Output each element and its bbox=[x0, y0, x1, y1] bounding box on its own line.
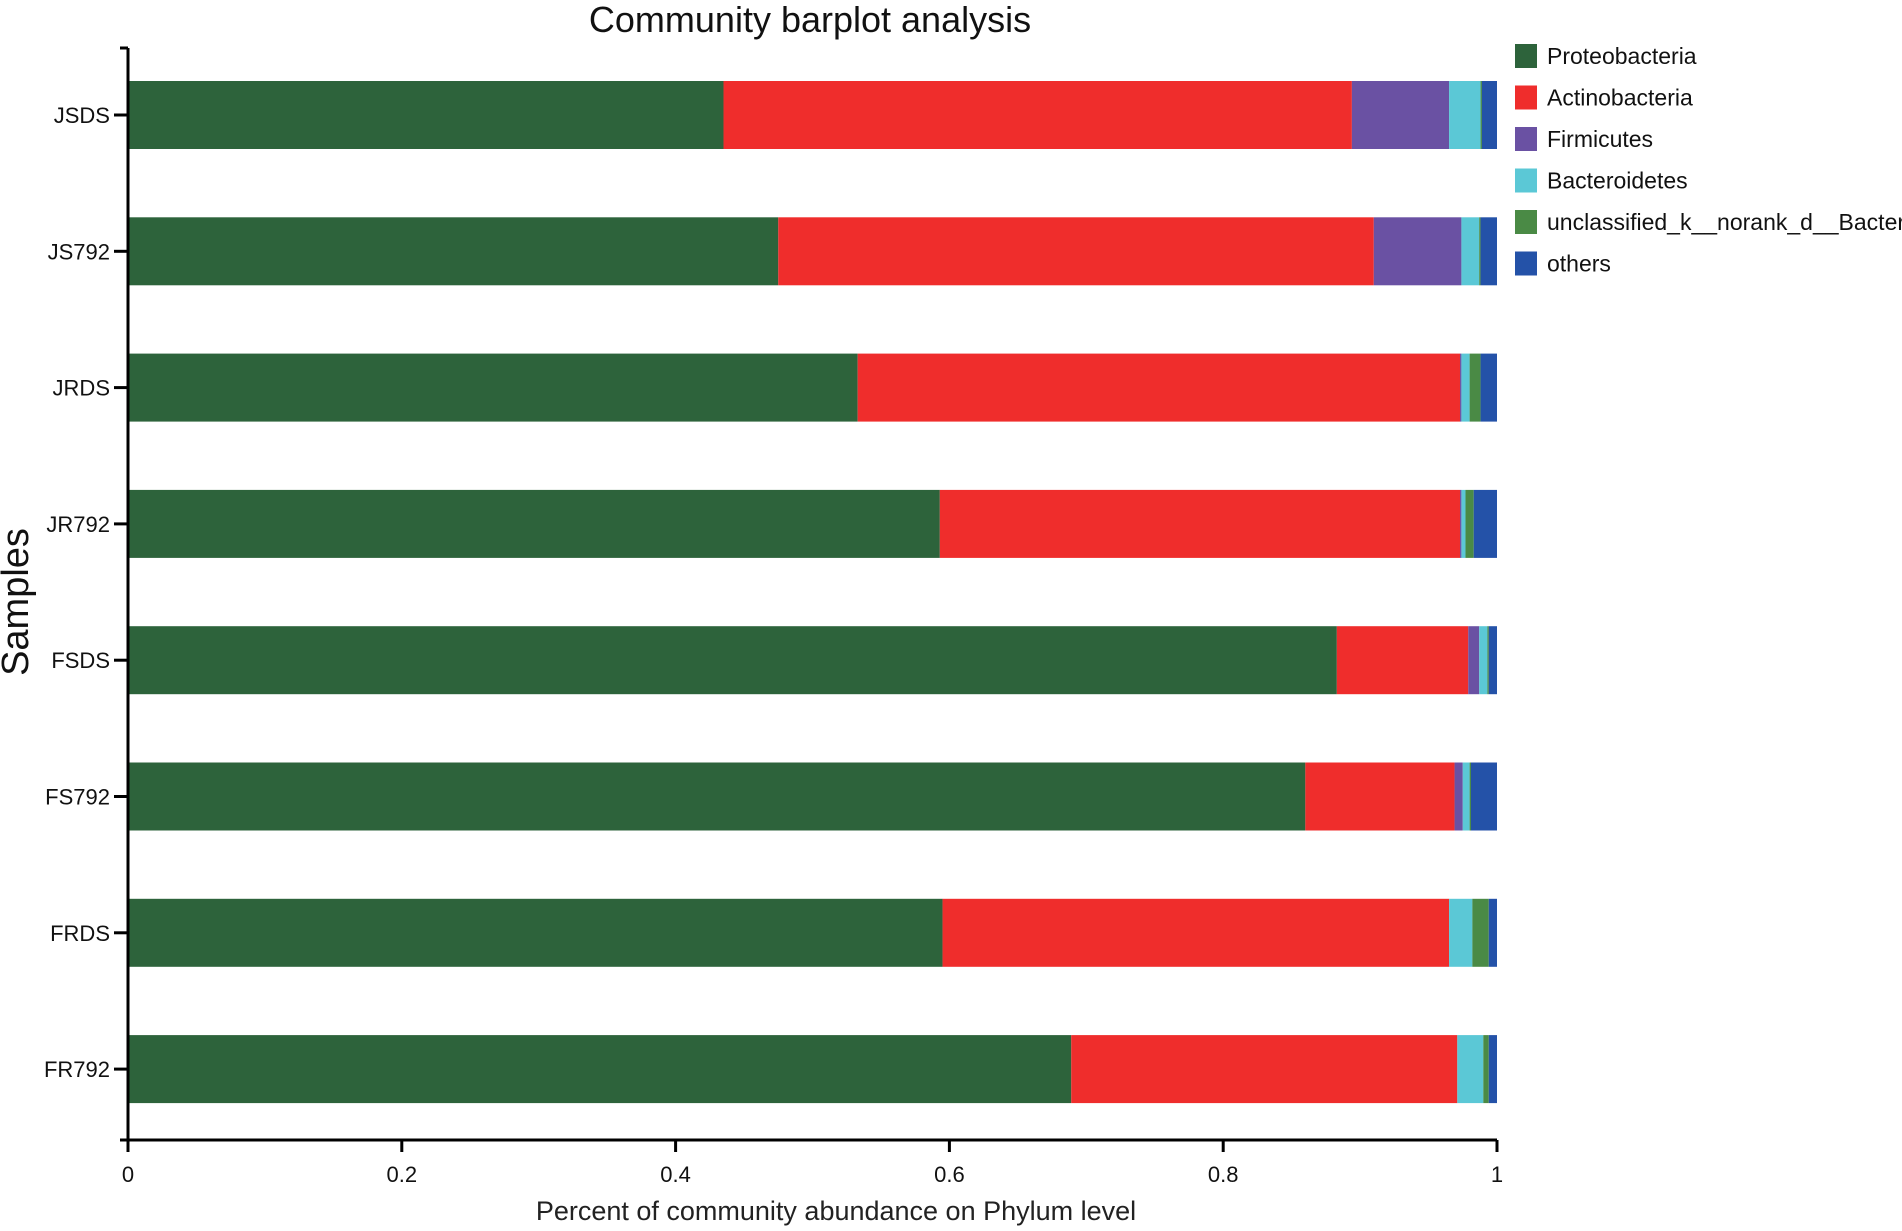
y-tick-label: FR792 bbox=[44, 1057, 110, 1082]
y-axis-label: Samples bbox=[0, 528, 37, 676]
bar-FS792-Proteobacteria bbox=[128, 762, 1306, 831]
bar-FRDS-Proteobacteria bbox=[128, 898, 943, 967]
legend-label: Firmicutes bbox=[1547, 126, 1653, 152]
bar-FRDS-Bacteroidetes bbox=[1449, 898, 1473, 967]
bar-JS792-Firmicutes bbox=[1373, 217, 1462, 286]
bar-FSDS-unclassified_k__norank_d__Bacteria bbox=[1487, 626, 1489, 695]
bar-JR792-unclassified_k__norank_d__Bacteria bbox=[1465, 489, 1474, 558]
y-axis: JSDS JS792 JRDS JR792 FSDS FS792 FRDS FR792 bbox=[44, 46, 130, 1142]
legend: Proteobacteria Actinobacteria Firmicutes Ba… bbox=[1515, 43, 1902, 277]
legend-label: Proteobacteria bbox=[1547, 43, 1697, 69]
x-axis-label: Percent of community abundance on Phylum… bbox=[536, 1196, 1136, 1226]
legend-swatch bbox=[1515, 44, 1537, 68]
x-tick-label: 0.2 bbox=[387, 1162, 418, 1187]
bar-JSDS-Actinobacteria bbox=[723, 81, 1352, 149]
y-tick-label: JSDS bbox=[54, 103, 110, 128]
bar-JR792-Actinobacteria bbox=[939, 489, 1461, 558]
bar-FRDS-others bbox=[1488, 898, 1497, 967]
bar-FSDS-Bacteroidetes bbox=[1479, 626, 1488, 695]
bar-JS792-Actinobacteria bbox=[778, 217, 1374, 286]
x-tick-label: 0.8 bbox=[1208, 1162, 1239, 1187]
bar-JRDS-Bacteroidetes bbox=[1461, 353, 1470, 422]
plot-area bbox=[128, 81, 1497, 1104]
bar-FR792-others bbox=[1488, 1035, 1497, 1104]
bar-JRDS-Actinobacteria bbox=[857, 353, 1461, 422]
bar-FSDS-Actinobacteria bbox=[1336, 626, 1469, 695]
x-tick-label: 0 bbox=[122, 1162, 134, 1187]
bar-FS792-others bbox=[1470, 762, 1497, 831]
bar-JSDS-unclassified_k__norank_d__Bacteria bbox=[1480, 81, 1482, 149]
bar-JR792-Proteobacteria bbox=[128, 489, 940, 558]
bar-JSDS-Proteobacteria bbox=[128, 81, 724, 149]
legend-swatch bbox=[1515, 210, 1537, 234]
legend-swatch bbox=[1515, 168, 1537, 193]
x-tick-label: 0.4 bbox=[660, 1162, 691, 1187]
bar-FSDS-Proteobacteria bbox=[128, 626, 1337, 695]
x-tick-label: 1 bbox=[1491, 1162, 1503, 1187]
bar-FSDS-others bbox=[1488, 626, 1497, 695]
y-tick-label: FSDS bbox=[51, 648, 110, 673]
bar-FS792-Bacteroidetes bbox=[1462, 762, 1470, 831]
bar-JR792-others bbox=[1473, 489, 1497, 558]
bar-JRDS-Proteobacteria bbox=[128, 353, 858, 422]
bar-JRDS-others bbox=[1480, 353, 1497, 422]
legend-label: unclassified_k__norank_d__Bacteria bbox=[1547, 209, 1902, 235]
legend-label: others bbox=[1547, 251, 1611, 277]
bar-JSDS-others bbox=[1481, 81, 1497, 149]
x-tick-label: 0.6 bbox=[934, 1162, 965, 1187]
legend-swatch bbox=[1515, 127, 1537, 151]
bar-FR792-Bacteroidetes bbox=[1457, 1035, 1484, 1104]
bar-FS792-unclassified_k__norank_d__Bacteria bbox=[1469, 762, 1471, 831]
bar-JSDS-Bacteroidetes bbox=[1449, 81, 1481, 149]
legend-swatch bbox=[1515, 85, 1537, 110]
bar-FS792-Actinobacteria bbox=[1305, 762, 1455, 831]
bar-JS792-others bbox=[1480, 217, 1497, 286]
bar-FS792-Firmicutes bbox=[1454, 762, 1463, 831]
bar-JS792-Proteobacteria bbox=[128, 217, 779, 286]
bar-FR792-unclassified_k__norank_d__Bacteria bbox=[1483, 1035, 1489, 1104]
bar-FR792-Proteobacteria bbox=[128, 1035, 1072, 1104]
bar-JS792-Bacteroidetes bbox=[1461, 217, 1480, 286]
chart-title: Community barplot analysis bbox=[589, 0, 1031, 40]
bar-JS792-unclassified_k__norank_d__Bacteria bbox=[1479, 217, 1481, 286]
legend-label: Bacteroidetes bbox=[1547, 168, 1688, 194]
bar-FR792-Actinobacteria bbox=[1071, 1035, 1458, 1104]
bar-FRDS-Actinobacteria bbox=[942, 898, 1450, 967]
legend-label: Actinobacteria bbox=[1547, 85, 1693, 111]
bar-FRDS-unclassified_k__norank_d__Bacteria bbox=[1472, 898, 1489, 967]
y-tick-label: JR792 bbox=[46, 512, 110, 537]
bar-JSDS-Firmicutes bbox=[1351, 81, 1450, 149]
y-tick-label: JS792 bbox=[48, 239, 110, 264]
y-tick-label: JRDS bbox=[53, 376, 110, 401]
y-tick-label: FRDS bbox=[50, 921, 110, 946]
bar-JR792-Bacteroidetes bbox=[1461, 489, 1466, 558]
bar-JRDS-unclassified_k__norank_d__Bacteria bbox=[1469, 353, 1481, 422]
bar-FSDS-Firmicutes bbox=[1468, 626, 1480, 695]
bar-JRDS-Firmicutes bbox=[1460, 353, 1462, 422]
x-axis: 0 0.2 0.4 0.6 0.8 1 bbox=[122, 1138, 1503, 1187]
y-tick-label: FS792 bbox=[45, 785, 110, 810]
legend-swatch bbox=[1515, 251, 1537, 276]
bar-JR792-Firmicutes bbox=[1460, 489, 1462, 558]
